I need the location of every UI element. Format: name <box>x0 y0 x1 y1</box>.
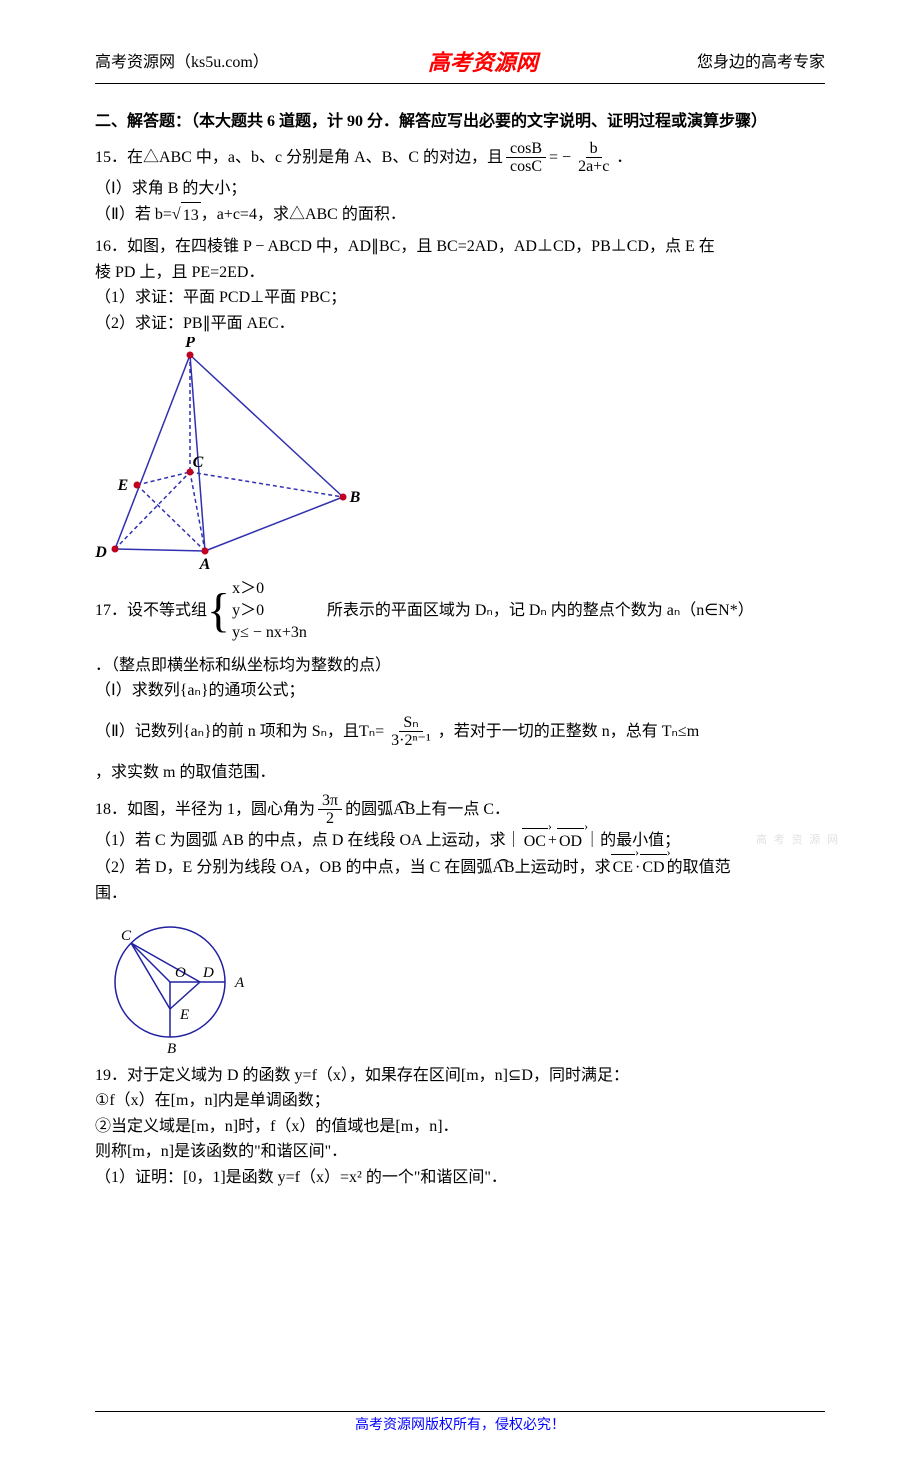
q15-part-2-b: ，a+c=4，求△ABC 的面积． <box>201 202 406 228</box>
q16-line-3: （1）求证：平面 PCD⊥平面 PBC； <box>95 285 825 311</box>
svg-text:A: A <box>234 975 245 991</box>
q19-line-1: 19．对于定义域为 D 的函数 y=f（x），如果存在区间[m，n]⊆D，同时满… <box>95 1063 825 1089</box>
q19-line-3: ②当定义域是[m，n]时，f（x）的值域也是[m，n]． <box>95 1114 825 1140</box>
fraction-denominator: cosC <box>506 158 546 176</box>
page-footer: 高考资源网版权所有，侵权必究！ <box>95 1411 825 1437</box>
q19-line-2: ①f（x）在[m，n]内是单调函数； <box>95 1088 825 1114</box>
page-header: 高考资源网（ks5u.com） 高考资源网 您身边的高考专家 <box>95 45 825 84</box>
q17-text-1: 17．设不等式组 <box>95 598 207 624</box>
sqrt-body: 13 <box>181 202 201 229</box>
watermark-text: 高 考 资 源 网 <box>756 832 840 850</box>
svg-text:O: O <box>175 965 186 981</box>
problem-15: 15．在△ABC 中，a、b、c 分别是角 A、B、C 的对边，且 cosB c… <box>95 140 825 228</box>
q18-line-3c: 的取值范 <box>667 855 731 881</box>
q18-line-3a: （2）若 D，E 分别为线段 OA，OB 的中点，当 C 在圆弧 <box>95 855 492 881</box>
q16-line-2: 棱 PD 上，且 PE=2ED． <box>95 260 825 286</box>
svg-text:E: E <box>179 1007 189 1023</box>
q19-line-4: 则称[m，n]是该函数的"和谐区间"． <box>95 1139 825 1165</box>
q15-text-1: 15．在△ABC 中，a、b、c 分别是角 A、B、C 的对边，且 <box>95 145 503 171</box>
fraction-numerator: 3π <box>318 792 342 811</box>
q19-line-5: （1）证明：[0，1]是函数 y=f（x）=x² 的一个"和谐区间"． <box>95 1165 825 1191</box>
q18-line-1b: 的圆弧 <box>345 797 393 823</box>
q16-figure-pyramid: P E C D A B <box>95 337 370 572</box>
arc-ab-1: AB <box>393 797 415 823</box>
q17-line-3: （Ⅰ）求数列{aₙ}的通项公式； <box>95 678 825 704</box>
sqrt-symbol <box>172 202 181 229</box>
svg-text:C: C <box>193 454 204 471</box>
q18-line-1c: 上有一点 C． <box>415 797 510 823</box>
q17-line-5: ，求实数 m 的取值范围． <box>95 760 825 786</box>
arc-ab-2: AB <box>492 855 514 881</box>
q18-figure-circle: C OD A E B <box>95 907 250 1057</box>
fraction-denominator: 2 <box>322 810 338 828</box>
sqrt-13: 13 <box>172 202 201 229</box>
fraction-denominator: 2a+c <box>574 158 613 176</box>
ineq-1: x＞0 <box>232 578 307 600</box>
q16-line-1: 16．如图，在四棱锥 P − ABCD 中，AD∥BC，且 BC=2AD，AD⊥… <box>95 234 825 260</box>
vector-oc: OC <box>522 828 548 855</box>
fraction-numerator: b <box>586 140 602 159</box>
vector-ce: CE <box>611 854 635 881</box>
svg-text:B: B <box>349 489 361 506</box>
svg-text:E: E <box>117 477 129 494</box>
q17-tn-lhs: Tₙ= <box>359 719 384 745</box>
q17-line-4b: ，若对于一切的正整数 n，总有 Tₙ≤m <box>438 719 699 745</box>
q15-part-2-a: （Ⅱ）若 b= <box>95 202 172 228</box>
inequality-system: { x＞0 y＞0 y≤ − nx+3n <box>207 578 307 645</box>
fraction-numerator: cosB <box>506 140 546 159</box>
header-right: 您身边的高考专家 <box>697 50 825 76</box>
svg-text:P: P <box>184 337 195 351</box>
svg-text:C: C <box>121 928 132 944</box>
fraction-numerator: Sₙ <box>399 714 422 733</box>
left-brace: { <box>207 587 230 635</box>
q15-fraction-b-2ac: b 2a+c <box>574 140 613 176</box>
q17-line-4a: （Ⅱ）记数列{aₙ}的前 n 项和为 Sₙ，且 <box>95 719 359 745</box>
q18-line-1a: 18．如图，半径为 1，圆心角为 <box>95 797 315 823</box>
svg-text:D: D <box>95 544 107 561</box>
q18-line-4: 围． <box>95 881 825 907</box>
ineq-3: y≤ − nx+3n <box>232 622 307 644</box>
problem-17: 17．设不等式组 { x＞0 y＞0 y≤ − nx+3n 所表示的平面区域为 … <box>95 578 825 786</box>
problem-18: 18．如图，半径为 1，圆心角为 3π 2 的圆弧 AB 上有一点 C． （1）… <box>95 792 825 1057</box>
svg-text:D: D <box>202 965 214 981</box>
q17-text-2: 所表示的平面区域为 Dₙ，记 Dₙ 内的整点个数为 aₙ（n∈N*） <box>327 598 754 624</box>
q15-equals: = − <box>549 145 571 171</box>
vector-od: OD <box>557 828 584 855</box>
problem-19: 19．对于定义域为 D 的函数 y=f（x），如果存在区间[m，n]⊆D，同时满… <box>95 1063 825 1191</box>
q15-period: ． <box>616 145 632 171</box>
svg-text:B: B <box>167 1041 176 1057</box>
svg-text:A: A <box>199 556 211 572</box>
vector-cd: CD <box>640 854 666 881</box>
q17-tn-fraction: Sₙ 3·2ⁿ⁻¹ <box>387 714 435 750</box>
q18-angle-fraction: 3π 2 <box>318 792 342 828</box>
fraction-denominator: 3·2ⁿ⁻¹ <box>387 732 435 750</box>
system-content: x＞0 y＞0 y≤ − nx+3n <box>232 578 307 645</box>
q18-line-3b: 上运动时，求 <box>515 855 611 881</box>
q16-line-4: （2）求证：PB∥平面 AEC． <box>95 311 825 337</box>
q15-part-1: （Ⅰ）求角 B 的大小； <box>95 176 825 202</box>
header-left: 高考资源网（ks5u.com） <box>95 50 269 76</box>
header-center-logo: 高考资源网 <box>428 45 538 80</box>
problem-16: 16．如图，在四棱锥 P − ABCD 中，AD∥BC，且 BC=2AD，AD⊥… <box>95 234 825 571</box>
q15-fraction-cosb-cosc: cosB cosC <box>506 140 546 176</box>
q17-line-2: ．（整点即横坐标和纵坐标均为整数的点） <box>95 653 825 679</box>
section-title: 二、解答题：（本大题共 6 道题，计 90 分．解答应写出必要的文字说明、证明过… <box>95 109 825 135</box>
q18-line-2a: （1）若 C 为圆弧 AB 的中点，点 D 在线段 OA 上运动，求｜ <box>95 828 522 854</box>
ineq-2: y＞0 <box>232 600 307 622</box>
